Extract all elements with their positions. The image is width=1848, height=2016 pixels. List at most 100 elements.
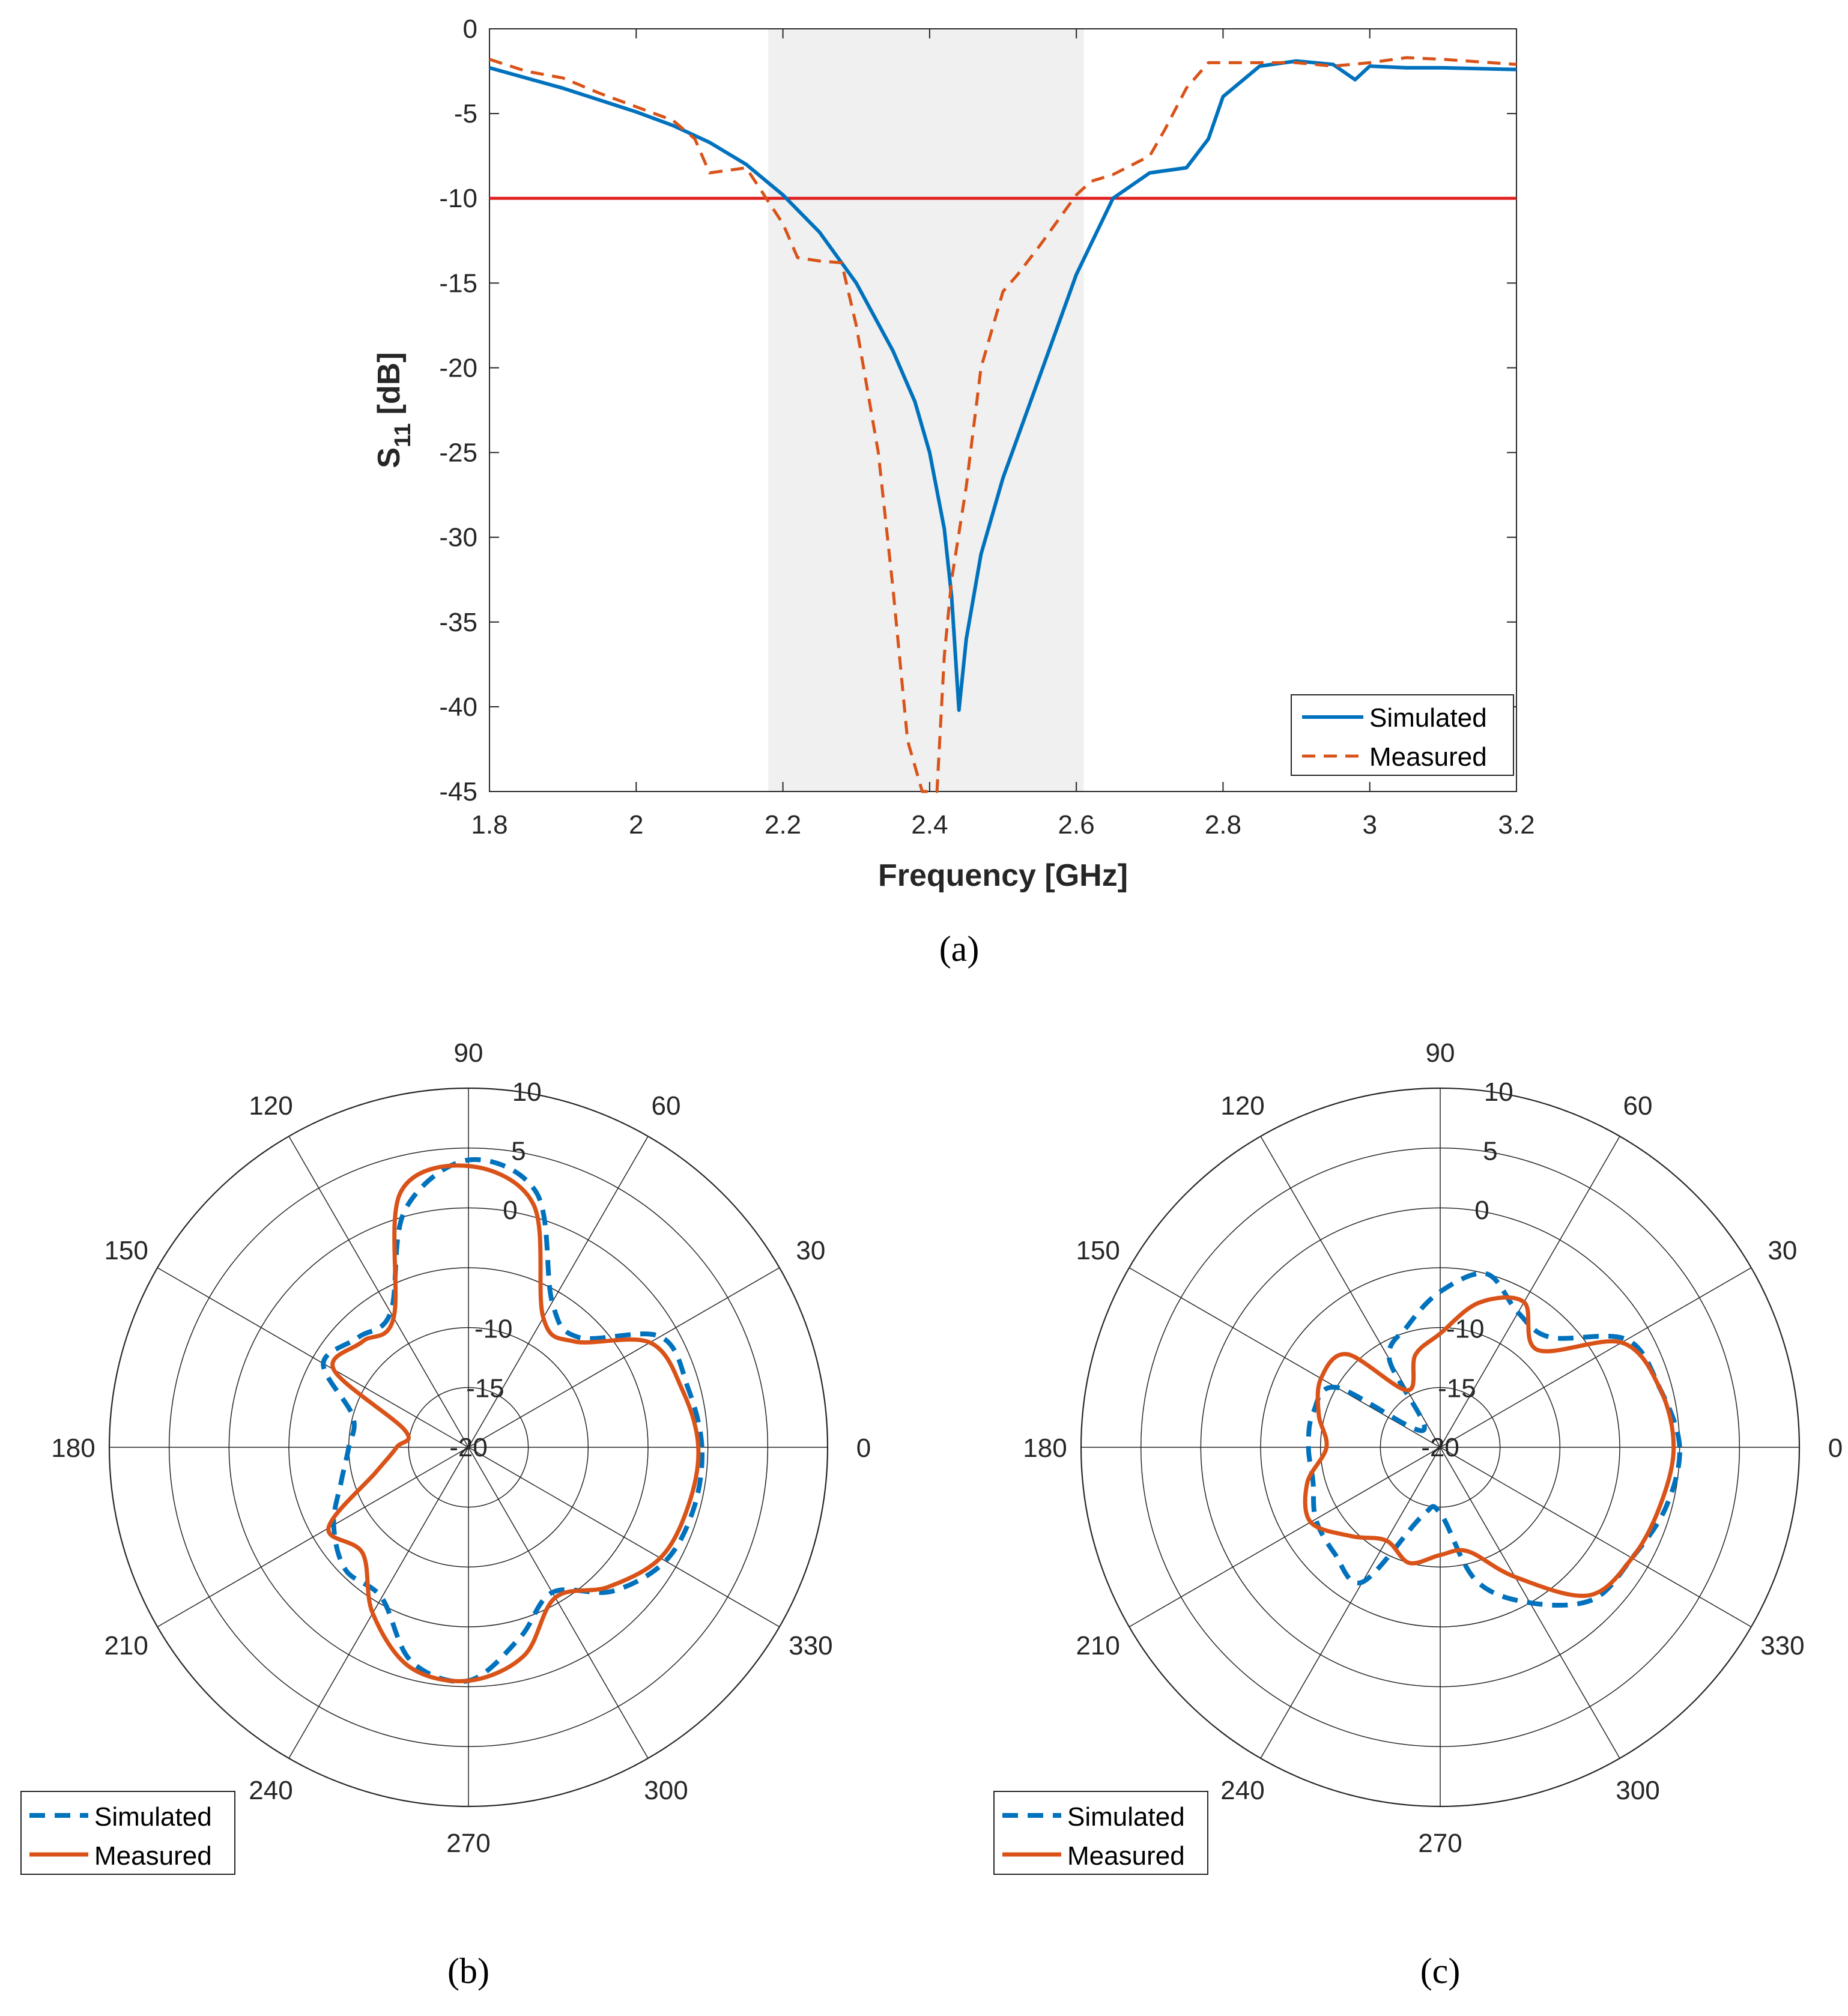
x-tick-label: 2.6 bbox=[1058, 810, 1095, 840]
polar-grid-spoke bbox=[1128, 1267, 1441, 1448]
polar-grid-spoke bbox=[468, 1267, 780, 1448]
y-tick-label: -15 bbox=[439, 268, 477, 298]
angle-tick-label: 150 bbox=[1076, 1236, 1119, 1265]
polar-grid-spoke bbox=[468, 1447, 780, 1627]
panel-a-s11-chart: 1.8 2 2.2 2.4 2.6 2.8 3 3.2 0 -5 -10 -15 -20 -25 -30 -… bbox=[372, 14, 1535, 969]
angle-tick-label: 30 bbox=[796, 1236, 825, 1265]
angle-tick-label: 300 bbox=[1616, 1776, 1659, 1805]
radial-tick-label: 0 bbox=[503, 1196, 517, 1225]
polar-grid-spoke bbox=[468, 1447, 649, 1759]
y-tick-labels: 0 -5 -10 -15 -20 -25 -30 -35 -40 -45 bbox=[439, 14, 477, 807]
y-tick-label: -10 bbox=[439, 184, 477, 213]
legend-label-simulated: Simulated bbox=[94, 1802, 212, 1832]
series-line-simulated bbox=[321, 1157, 704, 1685]
polar-grid-spoke bbox=[468, 1136, 649, 1448]
polar-grid-spoke bbox=[288, 1447, 469, 1759]
angle-tick-label: 180 bbox=[51, 1433, 95, 1463]
polar-grid-spoke bbox=[1260, 1136, 1441, 1448]
caption-b: (b) bbox=[447, 1951, 489, 1991]
caption-c: (c) bbox=[1420, 1951, 1461, 1991]
x-tick-label: 1.8 bbox=[471, 810, 507, 840]
x-tick-label: 3.2 bbox=[1498, 810, 1534, 840]
y-axis-title-unit: [dB] bbox=[372, 352, 407, 423]
radial-tick-label: -10 bbox=[474, 1315, 513, 1344]
angle-tick-label: 330 bbox=[789, 1631, 832, 1660]
series-line-measured bbox=[1303, 1295, 1676, 1598]
legend: Simulated Measured bbox=[993, 1791, 1208, 1875]
x-tick-label: 3 bbox=[1362, 810, 1377, 840]
x-tick-label: 2 bbox=[629, 810, 643, 840]
polar-grid-spoke bbox=[1128, 1447, 1441, 1627]
polar-grid-spoke bbox=[1440, 1136, 1620, 1448]
angle-tick-label: 0 bbox=[1828, 1433, 1843, 1463]
legend-label-simulated: Simulated bbox=[1369, 703, 1487, 733]
radial-tick-label: -10 bbox=[1446, 1315, 1485, 1344]
radial-tick-label: 10 bbox=[1484, 1077, 1513, 1107]
radial-tick-label: 5 bbox=[511, 1137, 526, 1166]
angle-tick-label: 30 bbox=[1768, 1236, 1797, 1265]
y-axis-title-subscript: 11 bbox=[390, 423, 416, 447]
angle-tick-label: 210 bbox=[104, 1631, 148, 1660]
series-line-measured bbox=[489, 56, 1517, 793]
angle-tick-label: 90 bbox=[1426, 1038, 1455, 1068]
polar-grid-spoke bbox=[157, 1267, 469, 1448]
legend-label-simulated: Simulated bbox=[1067, 1802, 1185, 1832]
polar-grid-spoke bbox=[288, 1136, 469, 1448]
y-tick-label: -5 bbox=[454, 99, 477, 129]
angle-tick-label: 150 bbox=[104, 1236, 148, 1265]
radial-tick-label: -15 bbox=[466, 1373, 504, 1403]
x-tick-labels: 1.8 2 2.2 2.4 2.6 2.8 3 3.2 bbox=[471, 810, 1534, 840]
polar-grid-spoke bbox=[1260, 1447, 1441, 1759]
x-tick-label: 2.2 bbox=[765, 810, 801, 840]
legend-box bbox=[993, 1791, 1208, 1875]
angle-tick-label: 60 bbox=[1623, 1091, 1653, 1121]
y-axis-title-main: S bbox=[372, 447, 407, 468]
angle-tick-label: 0 bbox=[856, 1433, 871, 1463]
legend-box bbox=[20, 1791, 235, 1875]
angle-tick-label: 270 bbox=[1418, 1829, 1462, 1858]
series-line-simulated bbox=[489, 59, 1517, 712]
y-tick-label: -30 bbox=[439, 523, 477, 552]
x-tick-label: 2.8 bbox=[1205, 810, 1241, 840]
angle-tick-label: 60 bbox=[652, 1091, 681, 1121]
plot-area-border bbox=[489, 28, 1517, 792]
y-tick-label: -25 bbox=[439, 438, 477, 468]
legend-label-measured: Measured bbox=[1067, 1841, 1185, 1871]
angle-tick-label: 240 bbox=[249, 1776, 292, 1805]
angle-tick-label: 300 bbox=[644, 1776, 688, 1805]
polar-grid-spoke bbox=[1440, 1267, 1752, 1448]
x-axis-title: Frequency [GHz] bbox=[878, 858, 1128, 893]
panel-b-polar-chart: 0 30 60 90 120 150 180 210 240 270 300 330 -20 -15 -10… bbox=[20, 1038, 871, 1991]
legend: Simulated Measured bbox=[20, 1791, 235, 1875]
x-tick-label: 2.4 bbox=[911, 810, 948, 840]
polar-grid bbox=[1080, 1087, 1801, 1808]
y-tick-label: -40 bbox=[439, 692, 477, 722]
caption-a: (a) bbox=[939, 929, 980, 969]
polar-grid-spoke bbox=[157, 1447, 469, 1627]
polar-labels: 0 30 60 90 120 150 180 210 240 270 300 330 -20 -15 -10… bbox=[51, 1038, 871, 1858]
angle-tick-label: 210 bbox=[1076, 1631, 1119, 1660]
angle-tick-label: 120 bbox=[249, 1091, 292, 1121]
angle-tick-label: 330 bbox=[1760, 1631, 1804, 1660]
legend-label-measured: Measured bbox=[1369, 742, 1487, 772]
y-axis-title: S11 [dB] bbox=[372, 352, 416, 468]
radial-tick-label: 5 bbox=[1483, 1137, 1497, 1166]
radial-tick-label: -15 bbox=[1438, 1373, 1476, 1403]
y-tick-label: -45 bbox=[439, 777, 477, 807]
polar-grid-spoke bbox=[1440, 1447, 1752, 1627]
radial-tick-label: 0 bbox=[1474, 1196, 1489, 1225]
angle-tick-label: 240 bbox=[1220, 1776, 1264, 1805]
angle-tick-label: 90 bbox=[454, 1038, 483, 1068]
angle-tick-label: 180 bbox=[1023, 1433, 1067, 1463]
radial-tick-label: 10 bbox=[512, 1077, 542, 1107]
passband-shading bbox=[768, 29, 1084, 792]
legend: Simulated Measured bbox=[1291, 694, 1514, 776]
y-tick-label: 0 bbox=[463, 14, 477, 44]
polar-labels: 0 30 60 90 120 150 180 210 240 270 300 330 -20 -15 -10… bbox=[1023, 1038, 1843, 1858]
series-line-simulated bbox=[1306, 1271, 1682, 1608]
legend-label-measured: Measured bbox=[94, 1841, 212, 1871]
y-tick-label: -20 bbox=[439, 353, 477, 383]
radial-tick-label: -20 bbox=[1421, 1433, 1459, 1462]
radial-tick-label: -20 bbox=[449, 1433, 488, 1462]
